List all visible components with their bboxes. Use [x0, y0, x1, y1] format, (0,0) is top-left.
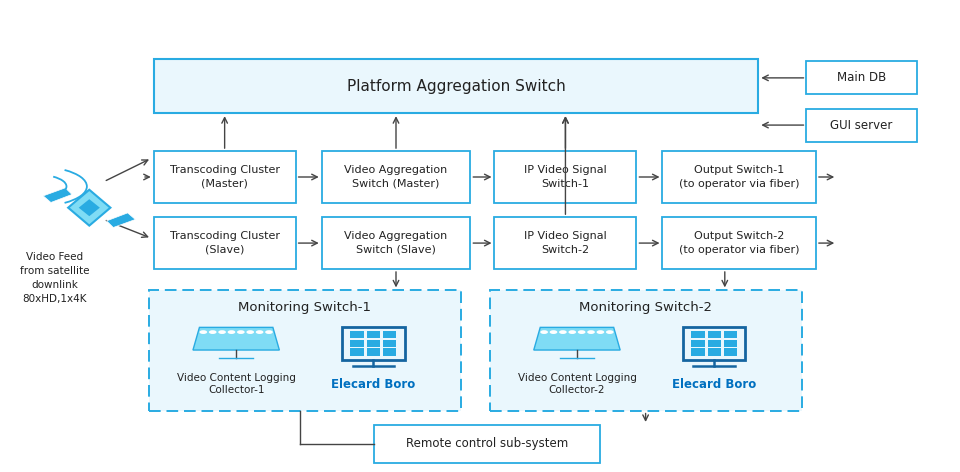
Text: Transcoding Cluster
(Slave): Transcoding Cluster (Slave): [170, 231, 279, 255]
FancyBboxPatch shape: [724, 348, 737, 356]
Circle shape: [247, 330, 254, 334]
Polygon shape: [79, 199, 100, 216]
FancyBboxPatch shape: [374, 425, 600, 463]
Text: Video Aggregation
Switch (Slave): Video Aggregation Switch (Slave): [345, 231, 447, 255]
FancyBboxPatch shape: [383, 339, 396, 347]
FancyBboxPatch shape: [806, 109, 917, 142]
FancyBboxPatch shape: [691, 331, 705, 338]
Text: Video Feed
from satellite
downlink
80xHD,1x4K: Video Feed from satellite downlink 80xHD…: [20, 253, 89, 304]
FancyBboxPatch shape: [367, 331, 380, 338]
Text: Output Switch-1
(to operator via fiber): Output Switch-1 (to operator via fiber): [679, 165, 800, 189]
FancyBboxPatch shape: [154, 59, 758, 113]
FancyBboxPatch shape: [490, 290, 802, 411]
FancyBboxPatch shape: [350, 339, 364, 347]
FancyBboxPatch shape: [154, 217, 296, 269]
FancyBboxPatch shape: [322, 151, 470, 203]
FancyBboxPatch shape: [724, 331, 737, 338]
Circle shape: [255, 330, 263, 334]
FancyBboxPatch shape: [383, 331, 396, 338]
Text: Elecard Boro: Elecard Boro: [331, 378, 416, 391]
FancyBboxPatch shape: [708, 331, 721, 338]
FancyBboxPatch shape: [683, 327, 745, 360]
FancyBboxPatch shape: [662, 217, 816, 269]
FancyBboxPatch shape: [154, 151, 296, 203]
Text: Main DB: Main DB: [837, 71, 886, 84]
FancyBboxPatch shape: [350, 331, 364, 338]
FancyBboxPatch shape: [350, 348, 364, 356]
FancyBboxPatch shape: [367, 348, 380, 356]
Polygon shape: [107, 213, 135, 228]
FancyBboxPatch shape: [383, 348, 396, 356]
Text: Video Content Logging
Collector-1: Video Content Logging Collector-1: [177, 373, 296, 395]
Text: Transcoding Cluster
(Master): Transcoding Cluster (Master): [170, 165, 279, 189]
Circle shape: [606, 330, 613, 334]
Polygon shape: [193, 328, 279, 350]
Text: Video Content Logging
Collector-2: Video Content Logging Collector-2: [517, 373, 636, 395]
FancyBboxPatch shape: [708, 348, 721, 356]
FancyBboxPatch shape: [724, 339, 737, 347]
Circle shape: [209, 330, 217, 334]
FancyBboxPatch shape: [494, 217, 636, 269]
Text: Output Switch-2
(to operator via fiber): Output Switch-2 (to operator via fiber): [679, 231, 800, 255]
Circle shape: [596, 330, 604, 334]
FancyBboxPatch shape: [806, 61, 917, 94]
FancyBboxPatch shape: [691, 348, 705, 356]
Text: Monitoring Switch-1: Monitoring Switch-1: [238, 301, 372, 314]
Text: IP Video Signal
Switch-2: IP Video Signal Switch-2: [524, 231, 607, 255]
Circle shape: [540, 330, 548, 334]
Text: GUI server: GUI server: [830, 118, 893, 132]
Circle shape: [200, 330, 207, 334]
Text: Remote control sub-system: Remote control sub-system: [406, 437, 568, 450]
FancyBboxPatch shape: [149, 290, 461, 411]
FancyBboxPatch shape: [662, 151, 816, 203]
Circle shape: [559, 330, 566, 334]
FancyBboxPatch shape: [342, 327, 405, 360]
Circle shape: [578, 330, 586, 334]
FancyBboxPatch shape: [322, 217, 470, 269]
Circle shape: [218, 330, 226, 334]
Polygon shape: [68, 190, 110, 226]
Circle shape: [568, 330, 576, 334]
Polygon shape: [43, 188, 72, 202]
FancyBboxPatch shape: [494, 151, 636, 203]
FancyBboxPatch shape: [708, 339, 721, 347]
Text: Elecard Boro: Elecard Boro: [672, 378, 756, 391]
Text: Platform Aggregation Switch: Platform Aggregation Switch: [347, 79, 565, 93]
Text: Video Aggregation
Switch (Master): Video Aggregation Switch (Master): [345, 165, 447, 189]
Text: Monitoring Switch-2: Monitoring Switch-2: [579, 301, 712, 314]
FancyBboxPatch shape: [367, 339, 380, 347]
Circle shape: [265, 330, 273, 334]
Circle shape: [588, 330, 595, 334]
Circle shape: [228, 330, 235, 334]
Text: IP Video Signal
Switch-1: IP Video Signal Switch-1: [524, 165, 607, 189]
Circle shape: [550, 330, 558, 334]
Circle shape: [237, 330, 245, 334]
Polygon shape: [534, 328, 620, 350]
FancyBboxPatch shape: [691, 339, 705, 347]
